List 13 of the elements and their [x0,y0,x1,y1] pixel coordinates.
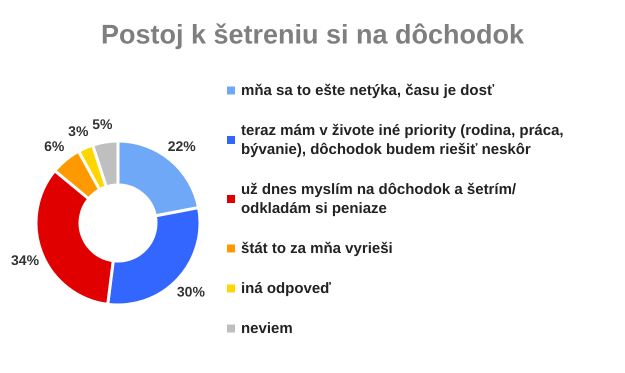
legend-label: neviem [241,320,293,337]
legend-label: mňa sa to ešte netýka, času je dosť [241,82,495,99]
chart-title: Postoj k šetreniu si na dôchodok [100,20,526,50]
data-label: 22% [168,138,196,154]
data-label: 34% [11,252,40,268]
legend-label: iná odpoveď [241,280,332,297]
data-label: 5% [92,116,114,132]
legend-label: teraz mám v živote iné priority (rodina, práca, bývanie), dôchodok budem riešiť neskôr [241,122,568,158]
data-label: 6% [44,138,65,154]
legend-label: štát to za mňa vyrieši [241,240,393,257]
data-label: 3% [68,123,89,140]
legend-label: už dnes myslím na dôchodok a šetrím/odkladám si peniaze [241,181,517,217]
data-label: 30% [176,283,206,300]
